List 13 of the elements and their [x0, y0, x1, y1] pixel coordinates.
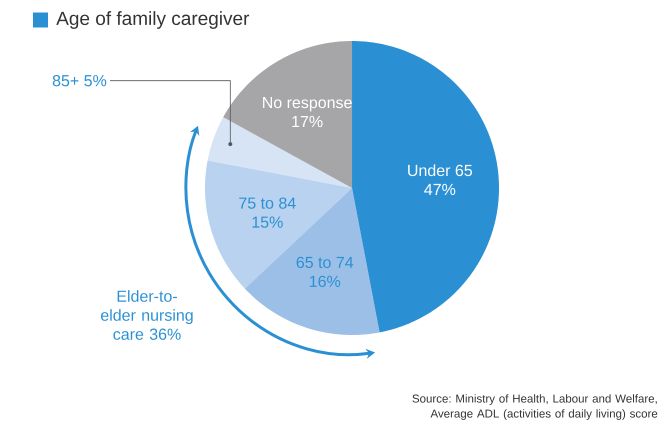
- source-note: Source: Ministry of Health, Labour and Welfare, Average ADL (activities of daily living) score: [412, 394, 658, 420]
- data-label: 15%: [252, 216, 283, 228]
- slice-label: 65 to 74: [296, 256, 354, 268]
- data-label: 16%: [310, 276, 340, 288]
- text: Elder-to-elder nursing care 36%: [100, 290, 193, 340]
- slice-label: Under 65: [408, 164, 472, 176]
- data-label: 17%: [292, 116, 323, 128]
- chart-title: Age of family caregiver: [56, 11, 250, 29]
- slice-label: 85+: [52, 75, 78, 86]
- data-label: 5%: [84, 75, 106, 86]
- data-label: 47%: [424, 184, 456, 196]
- slice-label: No response: [263, 97, 352, 112]
- slice-label: 75 to 84: [239, 197, 296, 209]
